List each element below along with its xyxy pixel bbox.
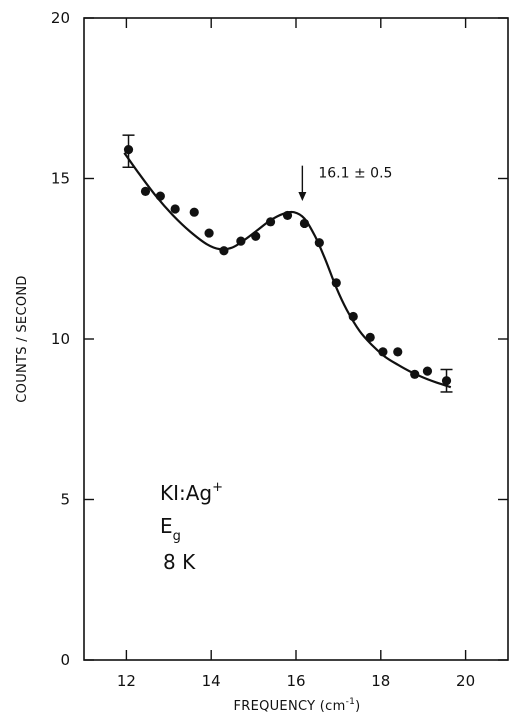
data-point <box>378 347 388 357</box>
mode-label: Eg <box>160 514 181 544</box>
data-point <box>331 278 341 288</box>
annotation-arrow-head <box>298 191 307 201</box>
sample-name: KI:Ag <box>160 481 212 505</box>
data-point <box>236 236 246 246</box>
data-point <box>299 218 310 229</box>
data-points <box>123 145 452 386</box>
x-axis-label: FREQUENCY (cm-1) <box>233 697 360 714</box>
x-tick-label: 16 <box>286 672 305 690</box>
x-tick-label: 18 <box>371 672 390 690</box>
error-bars <box>122 134 453 393</box>
data-point <box>170 204 180 214</box>
data-point <box>314 238 324 248</box>
data-point <box>410 369 420 379</box>
x-tick-label: 20 <box>456 672 475 690</box>
fit-curve <box>123 152 452 389</box>
mode-main: E <box>160 514 173 538</box>
data-point <box>365 332 375 342</box>
data-point <box>140 186 151 196</box>
data-point <box>189 207 199 217</box>
y-tick-label: 5 <box>60 491 70 509</box>
panel-text: KI:Ag+ Eg 8 K <box>160 480 223 574</box>
y-tick-label: 0 <box>60 651 70 669</box>
x-axis-ticks: 12 14 16 18 20 <box>117 18 475 690</box>
x-tick-label: 12 <box>117 672 136 690</box>
data-point <box>393 347 403 357</box>
data-point <box>204 228 214 238</box>
sample-charge: + <box>212 480 223 495</box>
x-tick-label: 14 <box>202 672 221 690</box>
mode-subscript: g <box>173 529 181 544</box>
y-tick-label: 15 <box>51 170 70 188</box>
data-point <box>123 145 134 155</box>
x-axis-unit-prefix: (cm <box>320 699 346 714</box>
data-point <box>251 231 261 241</box>
sample-label: KI:Ag+ <box>160 480 223 505</box>
data-point <box>441 376 452 386</box>
data-point <box>348 311 358 322</box>
data-point <box>282 210 293 221</box>
y-axis-label: COUNTS / SECOND <box>15 275 30 402</box>
data-point <box>265 217 276 227</box>
x-axis-unit-suffix: ) <box>355 699 360 714</box>
temperature-label: 8 K <box>163 550 196 574</box>
y-axis-ticks: 0 5 10 15 20 <box>51 9 508 669</box>
peak-annotation: 16.1 ± 0.5 <box>298 165 392 201</box>
x-axis-unit-exponent: -1 <box>346 697 356 707</box>
plot-frame <box>83 17 509 661</box>
data-point <box>219 246 229 256</box>
x-axis-label-main: FREQUENCY <box>233 699 315 714</box>
y-tick-label: 10 <box>51 330 70 348</box>
annotation-label: 16.1 ± 0.5 <box>318 166 392 182</box>
y-tick-label: 20 <box>51 9 70 27</box>
data-point <box>155 191 165 201</box>
data-point <box>422 366 433 376</box>
